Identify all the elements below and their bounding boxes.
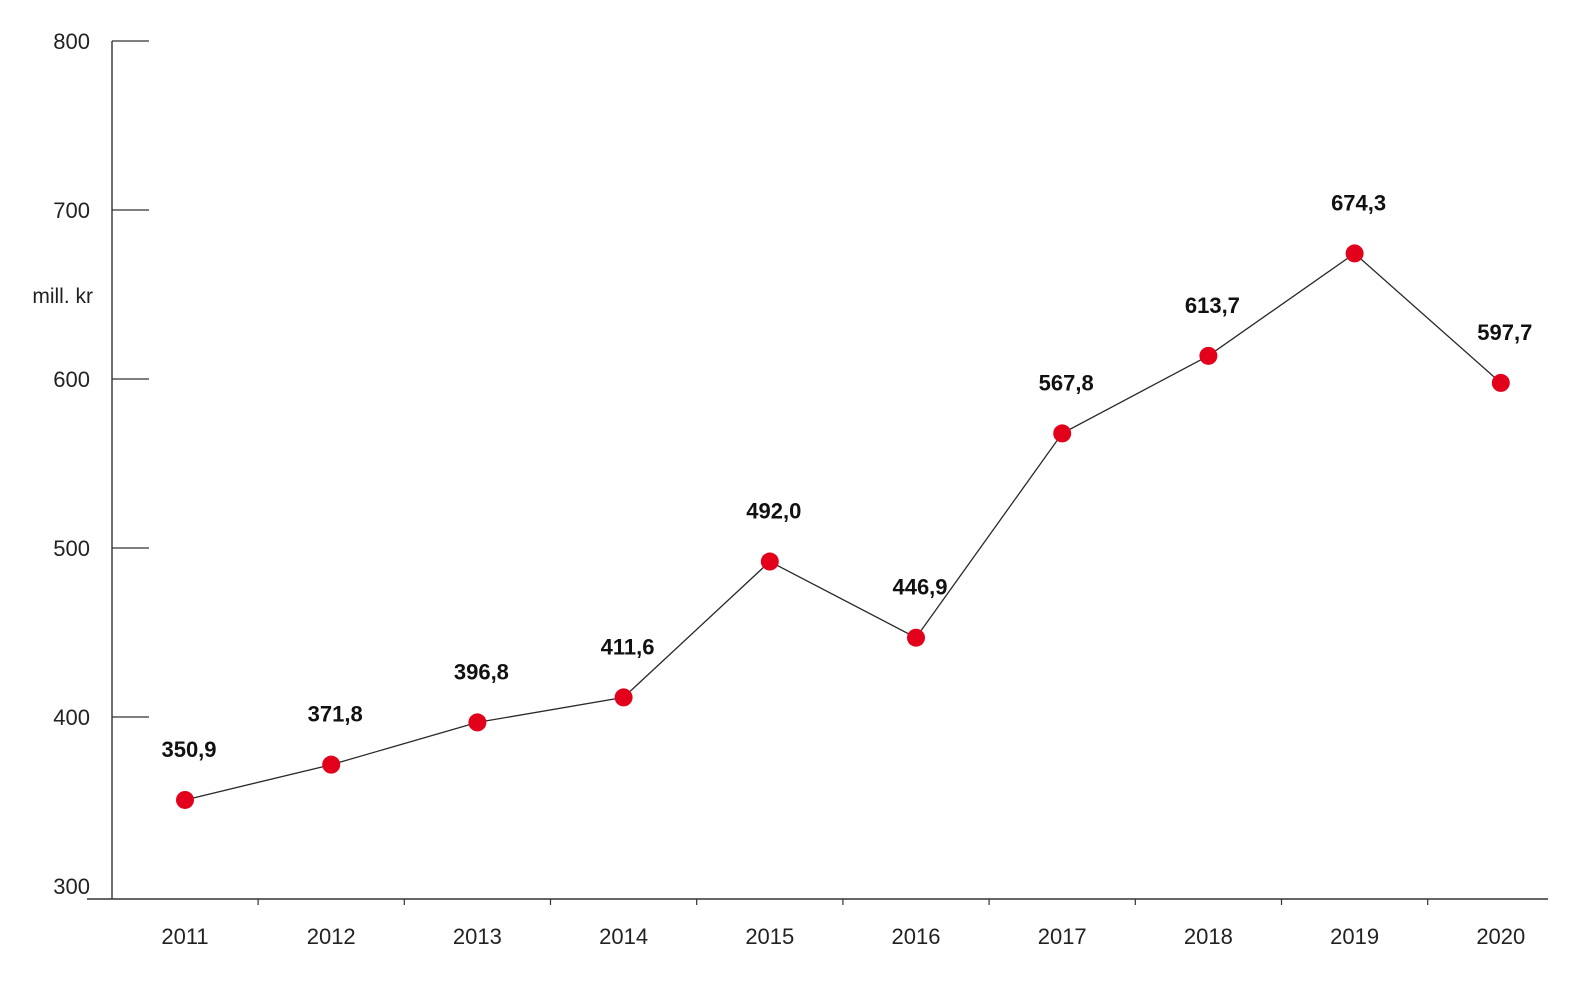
x-axis-ticks: 2011 2012 2013 2014 2015 2016 2017 2018 2019 2020 (161, 899, 1525, 949)
data-point (468, 713, 487, 732)
data-label: 613,7 (1185, 293, 1240, 318)
data-point (614, 688, 633, 707)
series-layer (184, 252, 1502, 801)
data-label: 350,9 (161, 737, 216, 762)
y-tick-label: 500 (53, 536, 90, 561)
data-points (176, 244, 1510, 809)
x-tick-label: 2015 (745, 924, 794, 949)
y-tick-label: 300 (53, 874, 90, 899)
data-point (1345, 244, 1364, 263)
data-labels: 350,9 371,8 396,8 411,6 492,0 446,9 567,8 613,7… (161, 190, 1532, 762)
data-label: 597,7 (1477, 320, 1532, 345)
axes (87, 41, 1548, 900)
x-tick-label: 2020 (1476, 924, 1525, 949)
data-label: 411,6 (601, 634, 655, 659)
y-axis-unit-label: mill. kr (32, 285, 93, 308)
data-point (907, 628, 925, 647)
data-point (176, 790, 194, 809)
x-tick-label: 2019 (1330, 924, 1379, 949)
y-tick-label: 700 (53, 198, 90, 223)
x-tick-label: 2012 (307, 924, 356, 949)
data-label: 492,0 (746, 499, 801, 524)
data-point (1491, 373, 1510, 392)
data-label: 674,3 (1331, 190, 1386, 215)
x-tick-label: 2014 (599, 924, 648, 949)
data-label: 567,8 (1039, 370, 1094, 395)
series-line (184, 252, 1502, 801)
y-axis-ticks: 300 400 500 600 700 800 (53, 29, 149, 899)
data-label: 396,8 (454, 659, 509, 684)
y-tick-label: 800 (53, 29, 90, 54)
x-tick-label: 2013 (453, 924, 502, 949)
x-tick-label: 2018 (1184, 924, 1233, 949)
data-label: 446,9 (892, 575, 947, 600)
x-tick-label: 2016 (892, 924, 941, 949)
y-tick-label: 600 (53, 367, 90, 392)
data-point (760, 552, 779, 571)
data-point (1199, 346, 1218, 365)
data-label: 371,8 (308, 702, 363, 727)
y-tick-label: 400 (53, 705, 90, 730)
x-tick-label: 2017 (1038, 924, 1087, 949)
data-point (1053, 424, 1072, 443)
data-point (322, 755, 341, 774)
x-tick-label: 2011 (161, 924, 208, 949)
